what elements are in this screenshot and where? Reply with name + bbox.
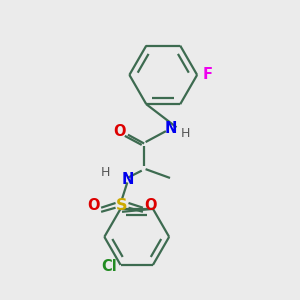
Text: H: H: [100, 167, 110, 179]
Text: O: O: [87, 198, 99, 213]
Text: H: H: [181, 127, 190, 140]
Text: Cl: Cl: [101, 259, 117, 274]
Text: N: N: [121, 172, 134, 187]
Text: O: O: [145, 198, 157, 213]
Text: N: N: [165, 121, 177, 136]
Text: S: S: [116, 198, 128, 213]
Text: F: F: [202, 68, 212, 82]
Text: O: O: [113, 124, 126, 139]
